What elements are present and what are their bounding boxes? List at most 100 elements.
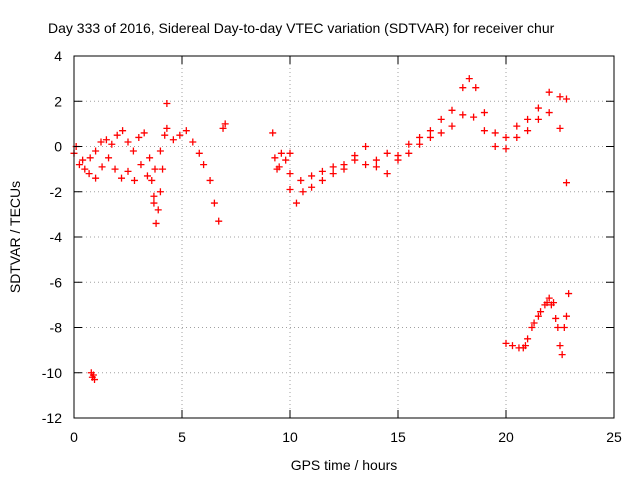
data-point xyxy=(124,167,132,175)
data-point xyxy=(91,376,99,384)
x-axis-label: GPS time / hours xyxy=(291,457,398,473)
data-point xyxy=(502,145,510,153)
data-point xyxy=(560,324,568,331)
data-point xyxy=(292,199,300,207)
data-point xyxy=(286,170,294,178)
data-point xyxy=(219,124,227,132)
series-low-cluster-1h xyxy=(87,369,99,384)
data-point xyxy=(210,199,218,207)
data-point xyxy=(154,206,162,214)
data-point xyxy=(81,165,89,173)
data-point xyxy=(102,136,110,144)
data-point xyxy=(176,131,184,139)
data-point xyxy=(508,342,516,350)
data-point xyxy=(524,127,532,135)
data-point xyxy=(416,133,424,141)
data-point xyxy=(152,219,160,227)
data-point xyxy=(534,104,542,112)
data-point xyxy=(92,147,100,155)
data-point xyxy=(565,290,573,298)
data-point xyxy=(372,156,380,164)
data-point xyxy=(372,163,380,171)
data-point xyxy=(556,342,564,350)
data-point xyxy=(275,163,283,171)
data-point xyxy=(519,344,527,352)
data-point xyxy=(543,299,551,307)
data-point xyxy=(215,217,223,225)
data-point xyxy=(534,115,542,123)
data-point xyxy=(286,185,294,193)
series-segment-9h xyxy=(269,129,294,173)
data-point xyxy=(286,149,294,157)
data-point xyxy=(394,156,402,164)
y-tick-label: -2 xyxy=(50,184,63,200)
data-point xyxy=(119,127,127,135)
data-point xyxy=(137,161,145,169)
data-point xyxy=(329,163,337,171)
x-tick-label: 0 xyxy=(70,429,78,445)
data-point xyxy=(189,138,197,146)
data-point xyxy=(362,143,370,150)
x-tick-label: 25 xyxy=(606,429,622,445)
axis-ticks xyxy=(73,55,615,419)
data-point xyxy=(528,324,536,331)
data-point xyxy=(98,163,106,171)
data-point xyxy=(472,84,480,92)
data-point xyxy=(105,154,113,162)
data-point xyxy=(351,156,359,164)
data-point xyxy=(163,124,171,132)
data-point xyxy=(135,133,143,141)
y-tick-label: 0 xyxy=(54,139,62,155)
data-point xyxy=(545,294,553,302)
data-point xyxy=(271,154,279,162)
series-lower-band xyxy=(286,109,570,207)
x-tick-label: 20 xyxy=(498,429,514,445)
data-point xyxy=(111,165,119,173)
data-point xyxy=(524,335,532,343)
data-point xyxy=(163,100,171,108)
data-point xyxy=(150,199,158,207)
data-point xyxy=(86,154,94,162)
data-point xyxy=(491,143,499,150)
data-point xyxy=(556,93,564,101)
x-tick-label: 15 xyxy=(390,429,406,445)
y-tick-label: 2 xyxy=(54,93,62,109)
data-point xyxy=(156,188,164,196)
data-point xyxy=(552,314,560,322)
data-point xyxy=(524,115,532,123)
data-point xyxy=(405,149,413,157)
data-point xyxy=(545,109,553,117)
data-point xyxy=(437,129,445,137)
data-point xyxy=(448,122,456,130)
y-tick-label: -10 xyxy=(42,365,62,381)
data-point xyxy=(383,149,391,157)
data-point xyxy=(108,140,116,148)
data-point xyxy=(299,188,307,196)
data-point xyxy=(195,149,203,157)
data-point xyxy=(562,312,570,320)
data-point xyxy=(318,176,326,184)
data-point xyxy=(89,371,97,379)
data-point xyxy=(437,115,445,123)
data-point xyxy=(129,147,137,155)
data-point xyxy=(130,176,138,184)
data-point xyxy=(282,156,290,164)
data-point xyxy=(513,133,521,141)
data-point xyxy=(448,106,456,114)
data-point xyxy=(113,131,121,139)
data-point xyxy=(502,339,510,347)
data-point xyxy=(459,111,467,119)
data-point xyxy=(308,172,316,180)
data-point xyxy=(140,129,148,137)
data-point xyxy=(156,147,164,155)
data-point xyxy=(146,154,154,162)
data-point xyxy=(554,324,562,331)
series-low-arc-20to23h xyxy=(502,290,573,359)
series-band-b xyxy=(72,143,158,200)
data-point xyxy=(206,176,214,184)
data-point xyxy=(318,167,326,175)
data-point xyxy=(426,133,434,141)
data-point xyxy=(416,140,424,148)
data-point xyxy=(459,84,467,92)
data-point xyxy=(200,161,208,169)
